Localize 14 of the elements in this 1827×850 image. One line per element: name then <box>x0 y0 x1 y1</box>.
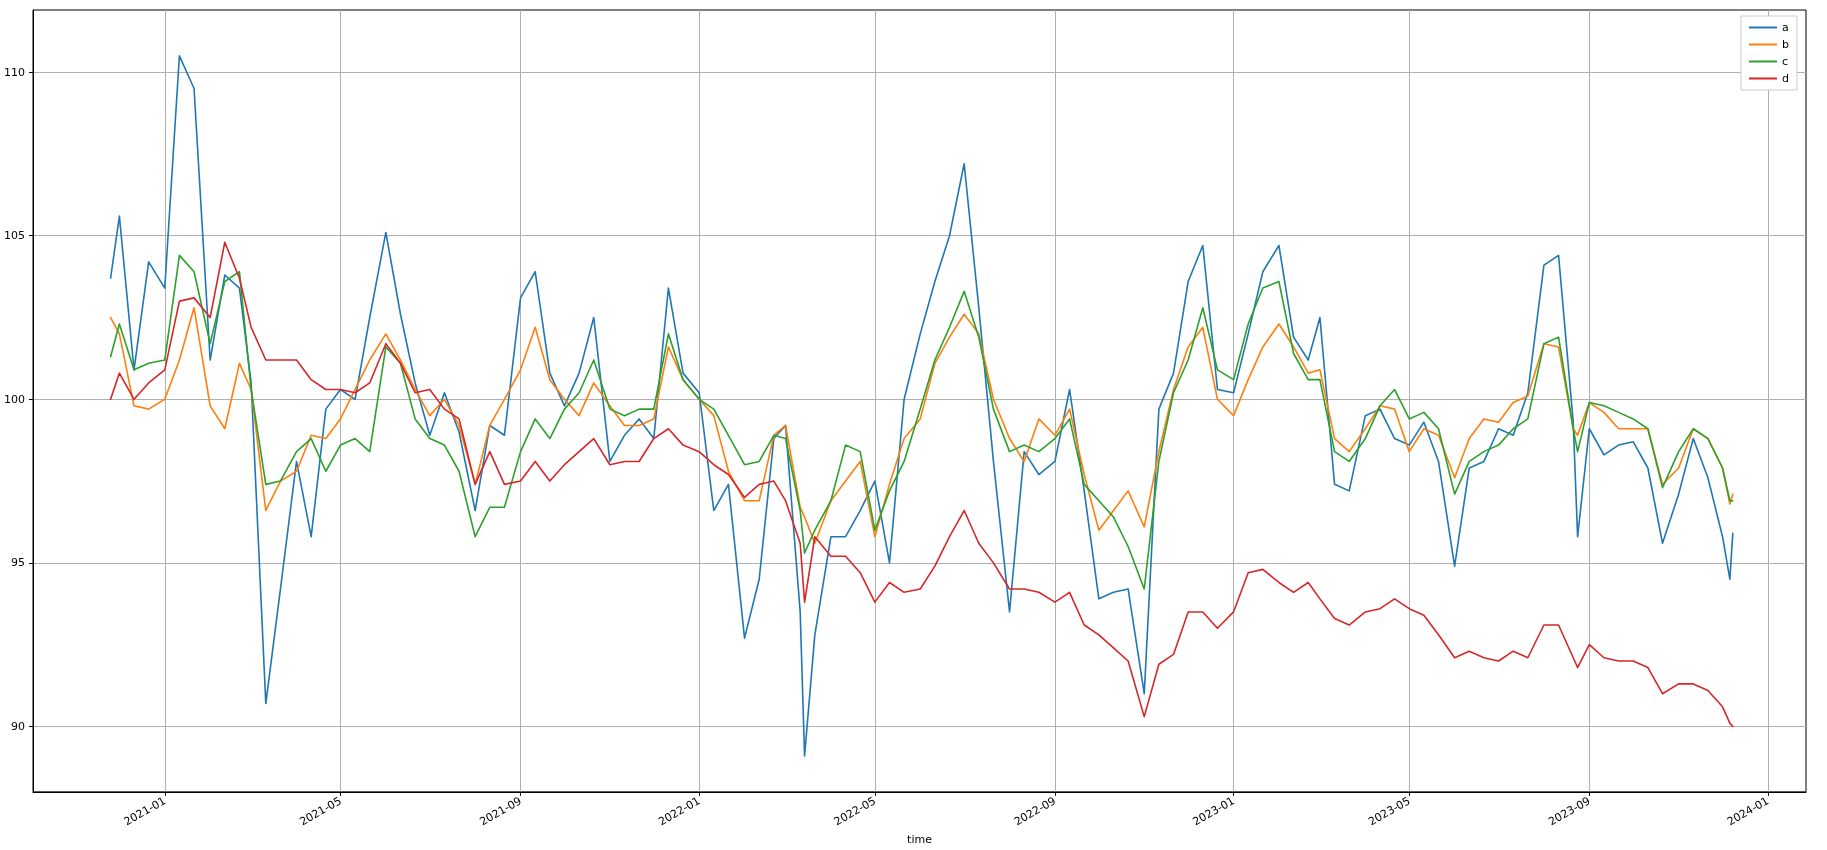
y-tick-label: 105 <box>4 229 25 243</box>
legend-label: b <box>1782 38 1790 51</box>
line-series <box>109 306 1734 545</box>
line-series <box>109 254 1734 590</box>
line-series <box>109 241 1734 728</box>
y-tick-label: 90 <box>11 719 25 733</box>
y-tick-label: 100 <box>4 392 25 406</box>
line-series <box>109 55 1734 757</box>
legend-label: d <box>1782 72 1789 85</box>
legend-label: c <box>1782 55 1789 68</box>
legend-label: a <box>1782 21 1789 34</box>
y-tick-label: 110 <box>4 65 25 79</box>
x-axis-title: time <box>907 833 933 846</box>
y-tick-label: 95 <box>11 556 25 570</box>
